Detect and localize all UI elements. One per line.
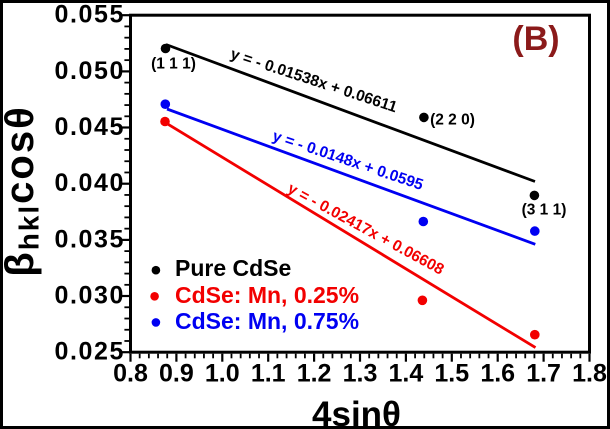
svg-text:CdSe: Mn, 0.75%: CdSe: Mn, 0.75% <box>175 308 359 334</box>
svg-text:1.8: 1.8 <box>572 360 607 388</box>
svg-text:0.055: 0.055 <box>54 1 125 29</box>
svg-text:1.6: 1.6 <box>480 360 515 388</box>
svg-text:(B): (B) <box>512 20 559 58</box>
svg-text:0.040: 0.040 <box>54 169 125 197</box>
svg-text:1.5: 1.5 <box>434 360 469 388</box>
svg-text:0.025: 0.025 <box>54 338 125 366</box>
svg-text:0.8: 0.8 <box>113 360 148 388</box>
svg-text:Pure CdSe: Pure CdSe <box>175 255 291 281</box>
svg-text:0.9: 0.9 <box>159 360 194 388</box>
svg-text:0.045: 0.045 <box>54 113 125 141</box>
svg-text:βhklcosθ: βhklcosθ <box>0 105 45 276</box>
svg-text:(1 1 1): (1 1 1) <box>151 55 196 72</box>
svg-text:1.1: 1.1 <box>251 360 286 388</box>
svg-text:(3 1 1): (3 1 1) <box>522 202 567 219</box>
svg-text:1.0: 1.0 <box>205 360 240 388</box>
svg-text:1.3: 1.3 <box>343 360 378 388</box>
svg-text:1.7: 1.7 <box>526 360 561 388</box>
svg-text:1.2: 1.2 <box>297 360 332 388</box>
svg-text:(2 2 0): (2 2 0) <box>430 112 475 129</box>
svg-text:0.035: 0.035 <box>54 225 125 253</box>
svg-text:0.030: 0.030 <box>54 282 125 310</box>
svg-text:0.050: 0.050 <box>54 57 125 85</box>
svg-text:4sinθ: 4sinθ <box>312 395 401 429</box>
svg-text:CdSe: Mn, 0.25%: CdSe: Mn, 0.25% <box>175 282 359 308</box>
svg-text:1.4: 1.4 <box>389 360 424 388</box>
